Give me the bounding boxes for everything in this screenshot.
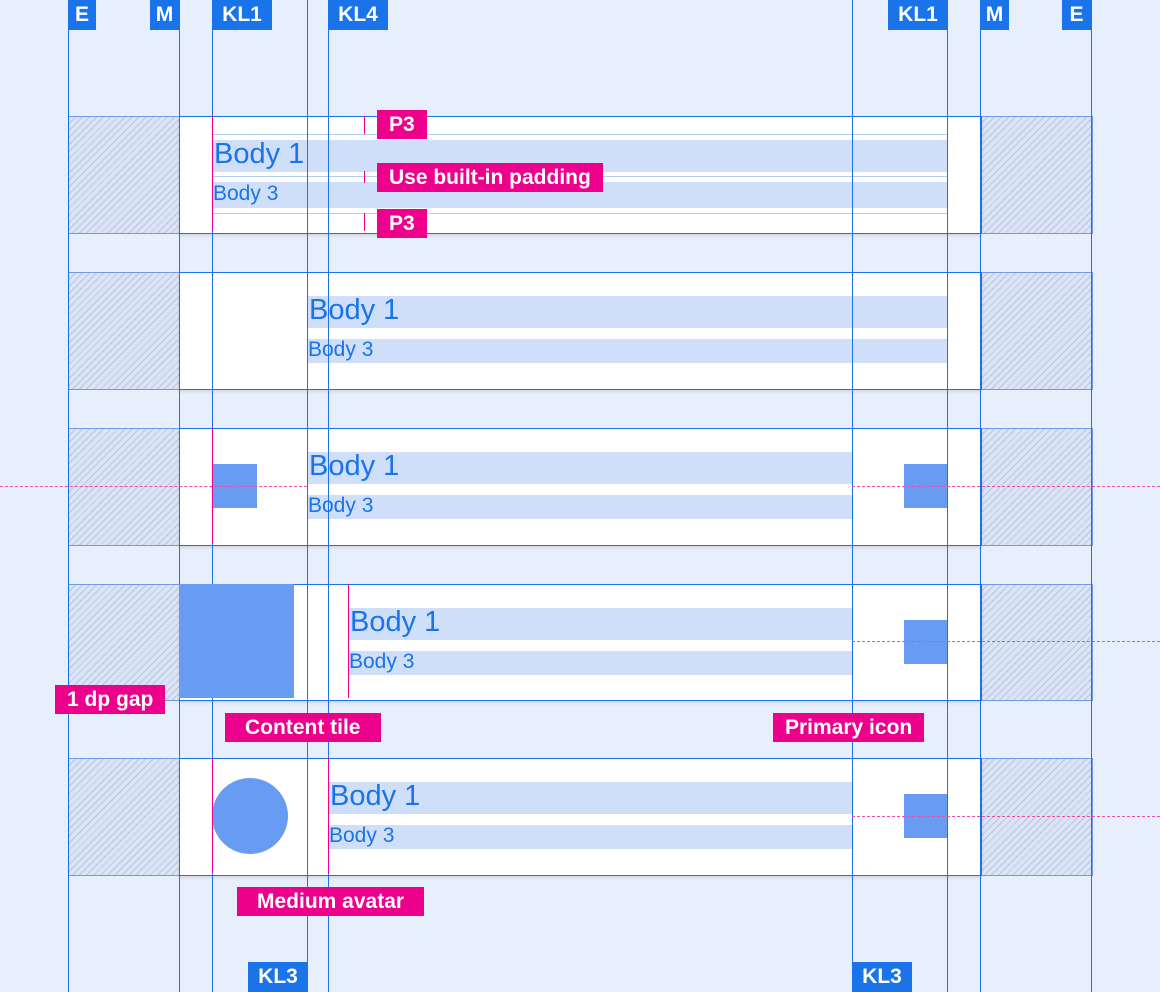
- annotation-padding: Use built-in padding: [377, 163, 603, 192]
- edge-margin-hatch: [68, 584, 181, 701]
- edge-margin-hatch: [980, 116, 1093, 234]
- annotation-content-tile: Content tile: [225, 713, 381, 742]
- secondary-text: Body 3: [308, 338, 374, 361]
- edge-margin-hatch: [68, 116, 181, 234]
- keyline-margin-left: [179, 0, 180, 992]
- edge-margin-hatch: [980, 272, 1093, 390]
- medium-avatar-placeholder: [212, 778, 288, 854]
- keyline-tag: KL4: [328, 0, 388, 30]
- text-band: [307, 339, 948, 363]
- keyline-kl3-left: [307, 0, 308, 992]
- list-item-4: [179, 584, 982, 701]
- text-band: [307, 452, 852, 484]
- edge-margin-hatch: [980, 428, 1093, 546]
- primary-text: Body 1: [350, 606, 441, 638]
- keyline-edge-left: [68, 0, 69, 992]
- primary-text: Body 1: [330, 780, 421, 812]
- edge-margin-hatch: [68, 758, 181, 876]
- text-start-guide: [348, 584, 349, 698]
- text-band: [307, 495, 852, 519]
- center-guide: [852, 486, 1160, 487]
- padding-tick: [364, 213, 365, 231]
- primary-text: Body 1: [309, 450, 400, 482]
- primary-icon-placeholder: [904, 620, 947, 664]
- edge-margin-hatch: [980, 584, 1093, 701]
- avatar-start-guide: [212, 758, 213, 873]
- keyline-kl1-right: [947, 0, 948, 992]
- list-item-3: [179, 428, 982, 546]
- secondary-text: Body 3: [349, 650, 415, 673]
- center-guide: [852, 641, 1160, 642]
- keyline-edge-right: [1091, 0, 1092, 992]
- annotation-p3-bottom: P3: [377, 209, 427, 238]
- text-start-guide: [328, 758, 329, 873]
- secondary-text: Body 3: [329, 824, 395, 847]
- edge-margin-hatch: [68, 428, 181, 546]
- text-start-guide: [212, 428, 213, 543]
- annotation-gap: 1 dp gap: [55, 685, 166, 714]
- edge-margin-hatch: [980, 758, 1093, 876]
- primary-text: Body 1: [309, 294, 400, 326]
- keyline-kl3-right: [852, 0, 853, 992]
- text-band: [328, 782, 852, 814]
- text-band: [307, 296, 948, 328]
- padding-guide: [212, 213, 948, 214]
- primary-text: Body 1: [214, 138, 305, 170]
- annotation-medium-avatar: Medium avatar: [237, 887, 425, 916]
- text-band: [328, 825, 852, 849]
- content-tile-placeholder: [179, 584, 294, 698]
- center-guide: [852, 816, 1160, 817]
- secondary-text: Body 3: [308, 494, 374, 517]
- list-item-2: [179, 272, 982, 390]
- secondary-text: Body 3: [213, 182, 279, 205]
- text-start-guide: [212, 116, 213, 231]
- keyline-tag: E: [68, 0, 96, 30]
- edge-margin-hatch: [68, 272, 181, 390]
- text-band: [348, 651, 852, 675]
- annotation-p3-top: P3: [377, 110, 427, 139]
- keyline-tag: KL1: [888, 0, 948, 30]
- padding-tick: [364, 171, 365, 183]
- annotation-primary-icon: Primary icon: [773, 713, 925, 742]
- keyline-tag: KL3: [852, 962, 912, 992]
- padding-guide: [212, 134, 948, 135]
- keyline-tag: KL1: [212, 0, 272, 30]
- padding-tick: [364, 116, 365, 134]
- keyline-tag: E: [1062, 0, 1091, 30]
- keyline-tag: M: [150, 0, 179, 30]
- keyline-tag: M: [980, 0, 1009, 30]
- keyline-margin-right: [980, 0, 981, 992]
- keyline-tag: KL3: [248, 962, 308, 992]
- center-guide: [0, 486, 307, 487]
- list-item-5: [179, 758, 982, 876]
- text-band: [348, 608, 852, 640]
- keyline-kl4: [328, 0, 329, 992]
